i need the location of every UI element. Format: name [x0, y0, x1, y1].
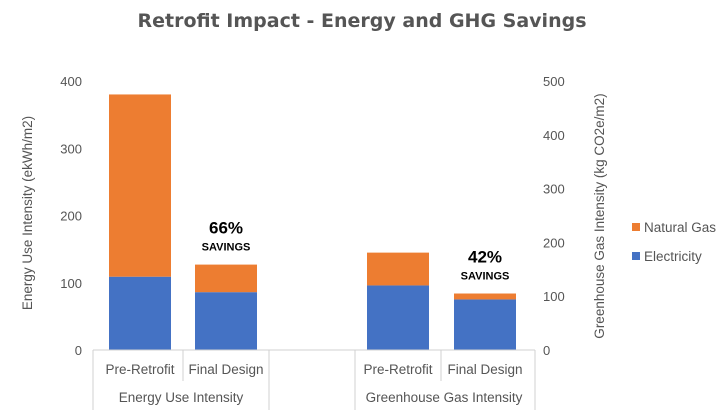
plot-area: 0 100 200 300 400 0 100 200 300 400 500 Pre-Retrofi… [60, 74, 565, 410]
category-label: Pre-Retrofit [105, 362, 174, 377]
legend-label-electricity: Electricity [644, 249, 702, 264]
y-right-tick-label: 500 [543, 74, 565, 89]
y-left-tick-label: 0 [75, 343, 82, 358]
bar-electricity [195, 292, 257, 350]
legend-label-natural-gas: Natural Gas [644, 220, 716, 235]
category-label: Final Design [188, 362, 263, 377]
group-label-greenhouse-gas-intensity: Greenhouse Gas Intensity [366, 390, 523, 405]
y-right-tick-label: 300 [543, 182, 565, 197]
y-left-tick-label: 100 [60, 276, 82, 291]
bar-natural-gas [109, 94, 171, 277]
category-label: Pre-Retrofit [363, 362, 432, 377]
savings-percent-ghg: 42% [468, 248, 502, 267]
y-right-tick-label: 400 [543, 128, 565, 143]
legend: Natural Gas Electricity [632, 220, 716, 264]
savings-label-ghg: SAVINGS [461, 271, 510, 283]
legend-swatch-electricity [632, 252, 640, 260]
y-right-tick-label: 100 [543, 289, 565, 304]
bar-electricity [454, 299, 516, 350]
chart-title: Retrofit Impact - Energy and GHG Savings [137, 10, 586, 32]
savings-percent-energy: 66% [209, 219, 243, 238]
y-right-tick-label: 0 [543, 343, 550, 358]
category-label: Final Design [447, 362, 522, 377]
group-label-energy-use-intensity: Energy Use Intensity [119, 390, 244, 405]
bar-electricity [109, 276, 171, 350]
y-right-tick-label: 200 [543, 235, 565, 250]
savings-label-energy: SAVINGS [202, 242, 251, 254]
y-right-axis-label: Greenhouse Gas Intensity (kg CO2e/m2) [592, 93, 607, 338]
y-left-tick-label: 200 [60, 209, 82, 224]
bar-natural-gas [195, 264, 257, 293]
bar-electricity [367, 285, 429, 350]
bar-natural-gas [367, 252, 429, 286]
y-left-tick-label: 300 [60, 141, 82, 156]
legend-swatch-natural-gas [632, 223, 640, 231]
y-left-axis-label: Energy Use Intensity (ekWh/m2) [20, 116, 35, 310]
y-left-tick-label: 400 [60, 74, 82, 89]
bar-natural-gas [454, 293, 516, 300]
